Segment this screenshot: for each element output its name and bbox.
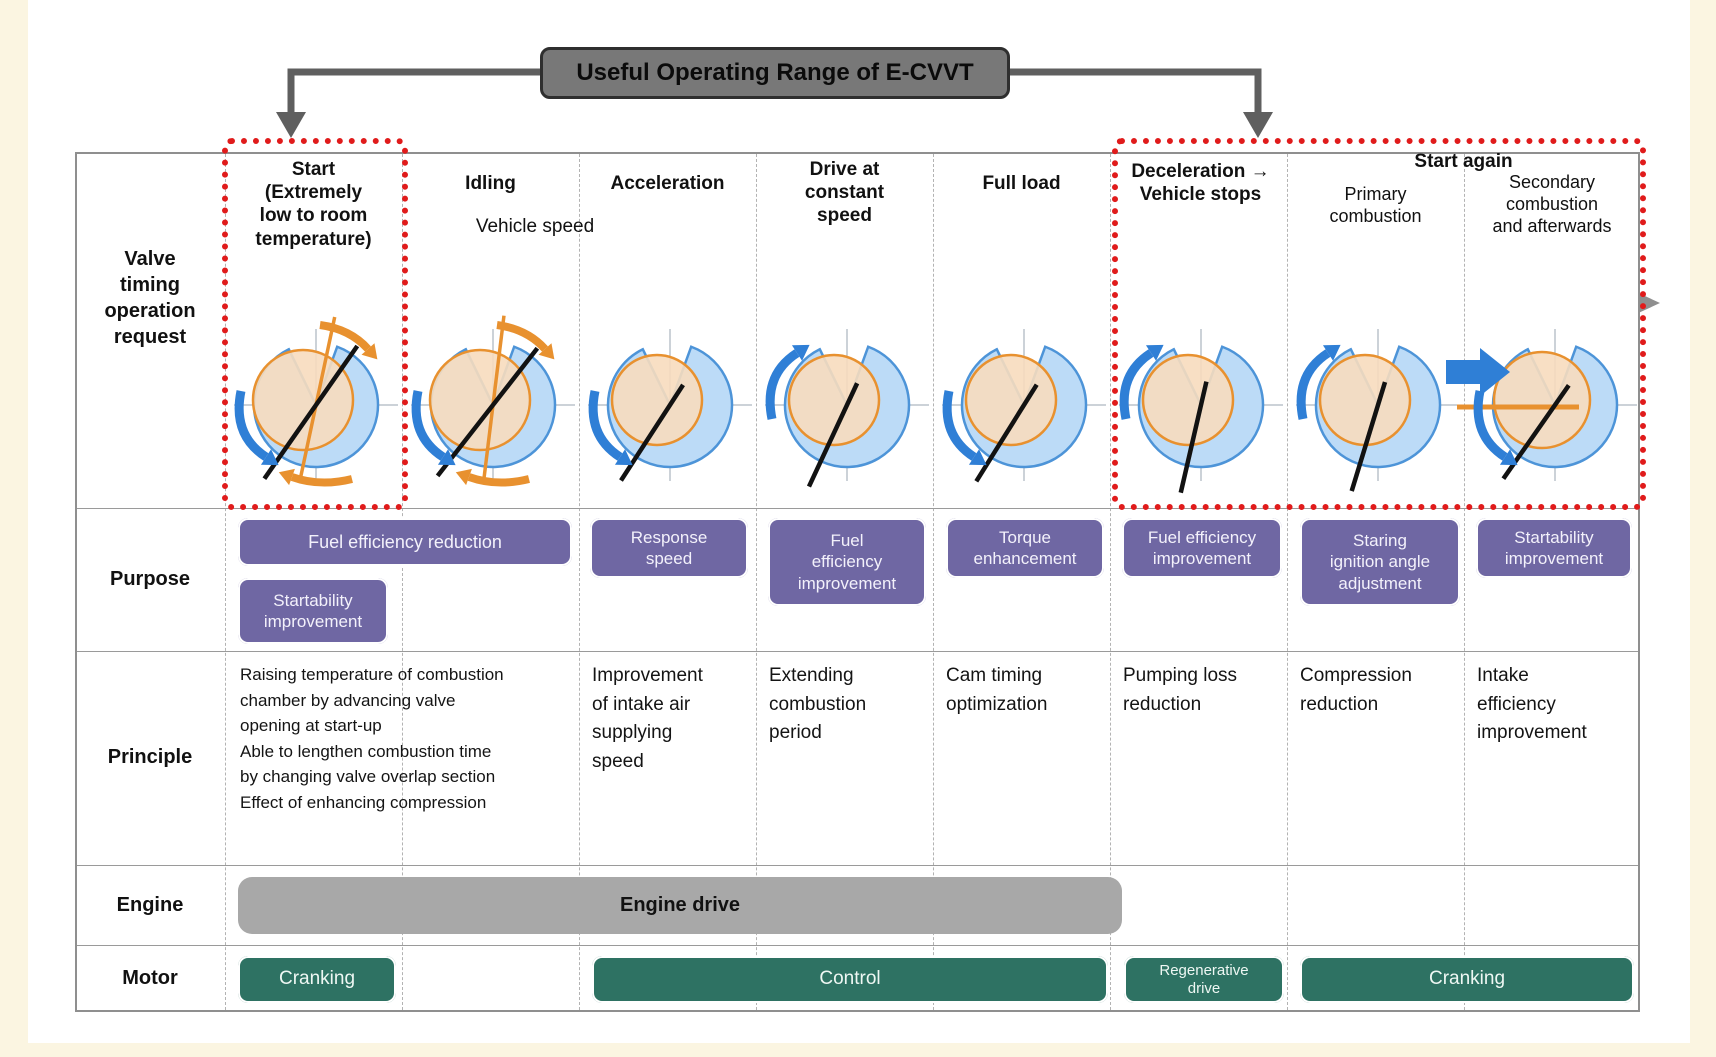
- valve-diagram-primary-icon: [1287, 308, 1464, 508]
- principle-secondary: Intake efficiency improvement: [1477, 665, 1587, 743]
- start-again-group-label: Start again: [1414, 151, 1513, 172]
- row-label-purpose: Purpose: [109, 568, 191, 590]
- row-label-valve-timing: Valve timing operation request: [104, 248, 196, 348]
- valve-diagram-fullload-icon: [933, 308, 1110, 508]
- purpose-badge-fuel-efficiency-improvement: Fuel efficiency improvement: [768, 518, 926, 606]
- motor-badge-regenerative: Regenerative drive: [1124, 956, 1284, 1003]
- valve-diagram-idling-icon: [402, 308, 579, 508]
- col-header-secondary: Secondary combustion and afterwards: [1492, 172, 1612, 236]
- col-header-primary: Primary combustion: [1329, 184, 1422, 226]
- column-divider: [756, 154, 757, 1010]
- col-header-acceleration: Acceleration: [610, 173, 725, 194]
- row-divider: [77, 945, 1638, 946]
- page-edge-left: [0, 0, 28, 1057]
- bracket-arrow-left-icon: [276, 112, 306, 138]
- vehicle-speed-label: Vehicle speed: [475, 216, 595, 237]
- row-label-principle: Principle: [107, 746, 193, 768]
- valve-diagram-constant-icon: [756, 308, 933, 508]
- row-divider: [77, 651, 1638, 652]
- principle-deceleration: Pumping loss reduction: [1123, 665, 1238, 715]
- valve-diagram-secondary-icon: [1457, 308, 1641, 508]
- banner-title: Useful Operating Range of E-CVVT: [540, 47, 1010, 99]
- motor-badge-cranking-start: Cranking: [238, 956, 396, 1003]
- highlight-box-decel-restart: [1112, 138, 1646, 510]
- column-divider: [1287, 154, 1288, 1010]
- blue-transition-arrow-icon: [1446, 348, 1510, 396]
- page-edge-right: [1690, 0, 1716, 1057]
- purpose-badge-startability-improvement: Startability improvement: [238, 578, 388, 644]
- purpose-badge-fuel-efficiency-reduction: Fuel efficiency reduction: [238, 518, 572, 566]
- col-header-idling: Idling: [465, 173, 516, 194]
- principle-start: Raising temperature of combustion chambe…: [240, 665, 504, 812]
- valve-diagram-deceleration-icon: [1110, 308, 1287, 508]
- purpose-badge-torque-enhancement: Torque enhancement: [946, 518, 1104, 578]
- column-divider: [402, 154, 403, 1010]
- valve-diagram-start-icon: [225, 308, 402, 508]
- principle-constant: Extending combustion period: [769, 665, 867, 743]
- row-label-engine: Engine: [116, 894, 184, 916]
- valve-diagram-acceleration-icon: [579, 308, 756, 508]
- row-divider: [77, 508, 1638, 509]
- purpose-badge-response-speed: Response speed: [590, 518, 748, 578]
- motor-badge-control: Control: [592, 956, 1108, 1003]
- highlight-box-start: [222, 138, 408, 510]
- purpose-badge-staring-ignition-angle: Staring ignition angle adjustment: [1300, 518, 1460, 606]
- col-header-start: Start (Extremely low to room temperature…: [255, 159, 372, 250]
- principle-acceleration: Improvement of intake air supplying spee…: [592, 665, 703, 772]
- row-divider: [77, 865, 1638, 866]
- column-divider: [1110, 154, 1111, 1010]
- row-label-motor: Motor: [122, 967, 178, 989]
- purpose-badge-fuel-efficiency-improvement-decel: Fuel efficiency improvement: [1122, 518, 1282, 578]
- page-edge-bottom: [0, 1043, 1716, 1057]
- column-divider: [933, 154, 934, 1010]
- column-divider: [225, 154, 226, 1010]
- column-divider: [1464, 154, 1465, 1010]
- column-divider: [579, 154, 580, 1010]
- bracket-arrow-right-icon: [1243, 112, 1273, 138]
- principle-primary: Compression reduction: [1300, 665, 1412, 715]
- col-header-deceleration: Deceleration → Vehicle stops: [1131, 161, 1270, 206]
- col-header-fullload: Full load: [982, 173, 1061, 194]
- engine-drive-bar: Engine drive: [238, 877, 1122, 934]
- col-header-constant: Drive at constant speed: [804, 159, 885, 227]
- principle-fullload: Cam timing optimization: [946, 665, 1048, 715]
- motor-badge-cranking-again: Cranking: [1300, 956, 1634, 1003]
- purpose-badge-startability-improvement-again: Startability improvement: [1476, 518, 1632, 578]
